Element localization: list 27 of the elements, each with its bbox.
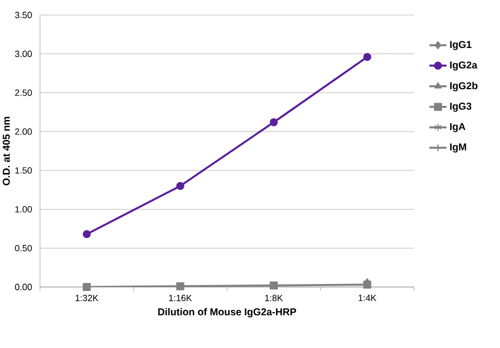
y-tick-label: 3.00 [15, 50, 32, 58]
legend-label: IgA [450, 123, 466, 132]
legend-label: IgM [450, 144, 466, 153]
point [270, 118, 278, 126]
y-tick-label: 1.50 [15, 167, 32, 174]
legend-label: IgG3 [450, 102, 472, 112]
y-tick-label: 0.00 [15, 284, 32, 290]
x-tick-label: 1:4K [358, 294, 376, 301]
point [363, 52, 372, 61]
y-tick-label: 0.50 [15, 244, 32, 252]
legend-label: IgG2a [450, 61, 478, 71]
point [82, 283, 91, 291]
y-tick-label: 2.50 [15, 90, 32, 96]
x-tick-label: 1:8K [265, 294, 283, 302]
legend-label: IgG2b [450, 82, 478, 92]
point [176, 182, 184, 190]
y-tick-label: 2.00 [15, 128, 32, 135]
point [270, 281, 278, 290]
legend-label: IgG1 [450, 40, 472, 50]
x-tick-label: 1:32K [76, 294, 98, 302]
x-axis-title: Dilution of Mouse IgG2a-HRP [158, 308, 296, 318]
y-tick-label: 3.50 [15, 12, 32, 18]
y-axis-title: O.D. at 405 nm [2, 116, 10, 186]
point [82, 230, 91, 238]
point [176, 282, 184, 290]
y-tick-label: 1.00 [15, 206, 32, 212]
x-tick-label: 1:16K [169, 294, 192, 302]
